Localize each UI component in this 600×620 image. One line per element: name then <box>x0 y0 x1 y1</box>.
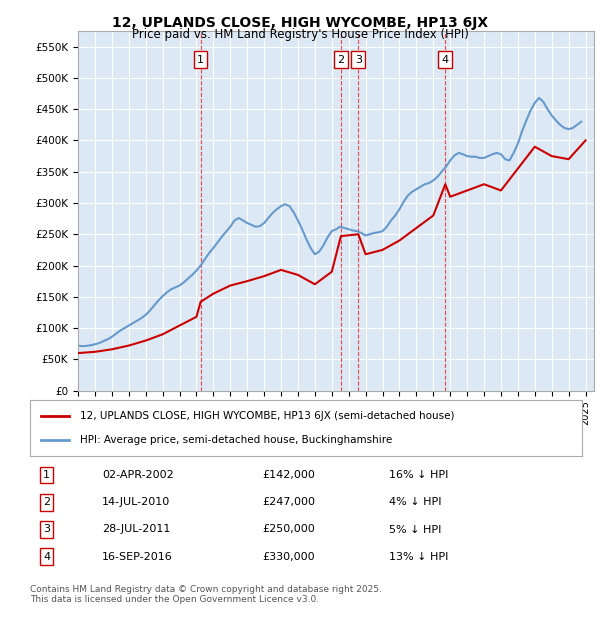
Text: 4: 4 <box>442 55 449 64</box>
Text: 3: 3 <box>355 55 362 64</box>
Text: £247,000: £247,000 <box>262 497 315 507</box>
Text: 13% ↓ HPI: 13% ↓ HPI <box>389 552 448 562</box>
Text: 1: 1 <box>43 470 50 480</box>
Text: 12, UPLANDS CLOSE, HIGH WYCOMBE, HP13 6JX (semi-detached house): 12, UPLANDS CLOSE, HIGH WYCOMBE, HP13 6J… <box>80 410 454 420</box>
Text: £142,000: £142,000 <box>262 470 315 480</box>
Text: 02-APR-2002: 02-APR-2002 <box>102 470 173 480</box>
Text: HPI: Average price, semi-detached house, Buckinghamshire: HPI: Average price, semi-detached house,… <box>80 435 392 445</box>
Text: 14-JUL-2010: 14-JUL-2010 <box>102 497 170 507</box>
Text: 16% ↓ HPI: 16% ↓ HPI <box>389 470 448 480</box>
Text: Price paid vs. HM Land Registry's House Price Index (HPI): Price paid vs. HM Land Registry's House … <box>131 28 469 41</box>
Text: 1: 1 <box>197 55 204 64</box>
Text: Contains HM Land Registry data © Crown copyright and database right 2025.
This d: Contains HM Land Registry data © Crown c… <box>30 585 382 604</box>
Text: 2: 2 <box>43 497 50 507</box>
Text: 28-JUL-2011: 28-JUL-2011 <box>102 525 170 534</box>
Text: 2: 2 <box>337 55 344 64</box>
Text: £330,000: £330,000 <box>262 552 314 562</box>
Text: 4: 4 <box>43 552 50 562</box>
Text: 5% ↓ HPI: 5% ↓ HPI <box>389 525 441 534</box>
Text: 16-SEP-2016: 16-SEP-2016 <box>102 552 173 562</box>
Text: 3: 3 <box>43 525 50 534</box>
Text: £250,000: £250,000 <box>262 525 314 534</box>
Text: 12, UPLANDS CLOSE, HIGH WYCOMBE, HP13 6JX: 12, UPLANDS CLOSE, HIGH WYCOMBE, HP13 6J… <box>112 16 488 30</box>
Text: 4% ↓ HPI: 4% ↓ HPI <box>389 497 442 507</box>
